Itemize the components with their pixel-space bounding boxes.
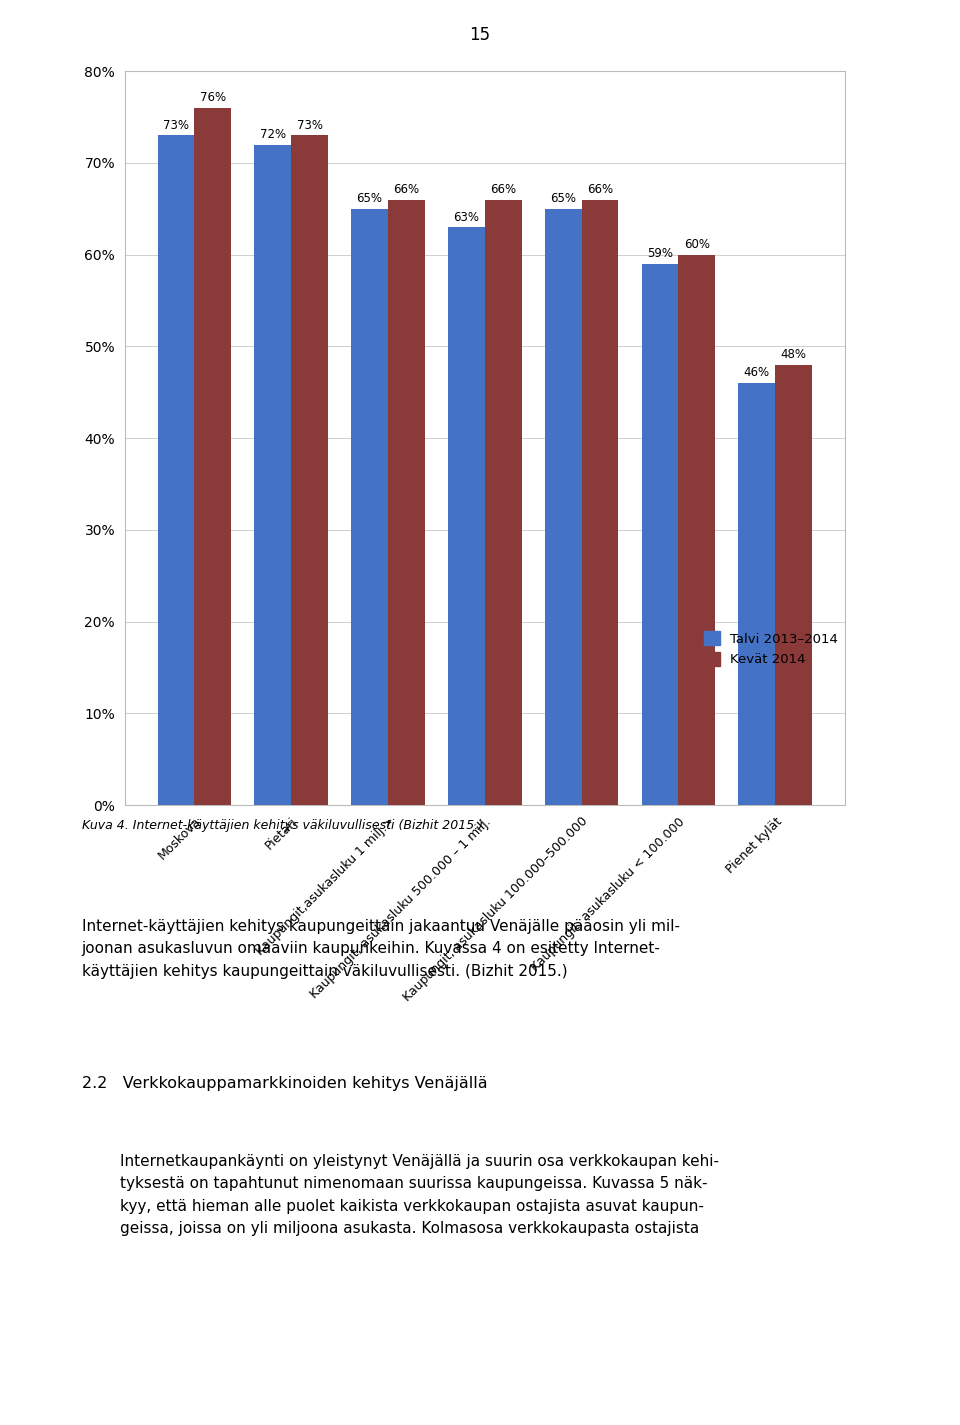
- Text: 76%: 76%: [200, 91, 226, 104]
- Bar: [679, 255, 715, 805]
- Bar: [448, 227, 485, 805]
- Bar: [351, 209, 388, 805]
- Text: 59%: 59%: [647, 247, 673, 261]
- Bar: [254, 144, 291, 805]
- Bar: [485, 200, 521, 805]
- Text: Internetkaupankäynti on yleistynyt Venäjällä ja suurin osa verkkokaupan kehi-
ty: Internetkaupankäynti on yleistynyt Venäj…: [120, 1154, 719, 1235]
- Bar: [776, 365, 812, 805]
- Text: 73%: 73%: [163, 118, 189, 131]
- Text: Internet-käyttäjien kehitys kaupungeittain jakaantuu Venäjälle pääosin yli mil-
: Internet-käyttäjien kehitys kaupungeitta…: [82, 919, 680, 979]
- Text: 73%: 73%: [297, 118, 323, 131]
- Text: 46%: 46%: [744, 366, 770, 379]
- Text: 66%: 66%: [587, 182, 613, 197]
- Text: 72%: 72%: [260, 128, 286, 141]
- Bar: [194, 108, 231, 805]
- Text: 66%: 66%: [394, 182, 420, 197]
- Text: 2.2   Verkkokauppamarkkinoiden kehitys Venäjällä: 2.2 Verkkokauppamarkkinoiden kehitys Ven…: [82, 1076, 488, 1092]
- Bar: [157, 135, 194, 805]
- Text: 48%: 48%: [780, 348, 806, 361]
- Bar: [582, 200, 618, 805]
- Text: 60%: 60%: [684, 238, 709, 251]
- Bar: [545, 209, 582, 805]
- Text: 65%: 65%: [356, 192, 383, 205]
- Bar: [641, 264, 679, 805]
- Text: Kuva 4. Internet-käyttäjien kehitys väkiluvullisesti (Bizhit 2015.): Kuva 4. Internet-käyttäjien kehitys väki…: [82, 819, 483, 832]
- Text: 15: 15: [469, 26, 491, 44]
- Text: 63%: 63%: [453, 211, 479, 224]
- Bar: [738, 383, 776, 805]
- Text: 66%: 66%: [491, 182, 516, 197]
- Legend: Talvi 2013–2014, Kevät 2014: Talvi 2013–2014, Kevät 2014: [704, 631, 838, 667]
- Text: 65%: 65%: [550, 192, 576, 205]
- Bar: [291, 135, 328, 805]
- Bar: [388, 200, 424, 805]
